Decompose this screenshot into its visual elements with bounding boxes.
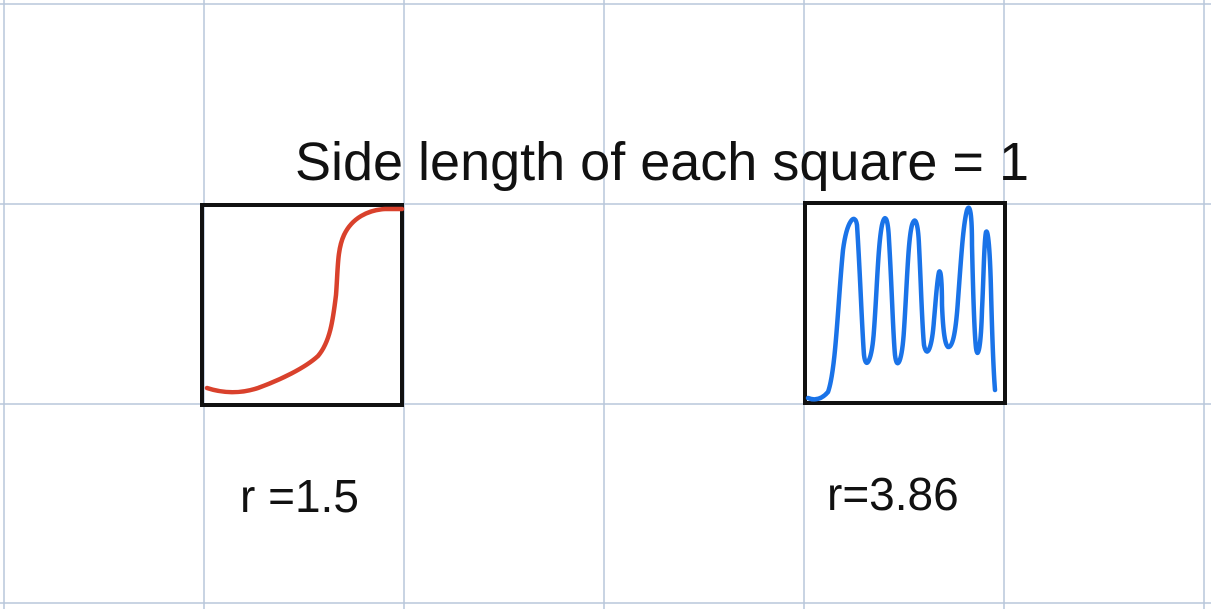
left-unit-square	[200, 203, 404, 407]
left-figure	[200, 203, 405, 407]
diagram-title: Side length of each square = 1	[295, 132, 1029, 192]
right-unit-square	[803, 201, 1007, 405]
left-figure-label: r =1.5	[240, 470, 359, 522]
right-figure	[803, 201, 1007, 405]
right-figure-label: r=3.86	[827, 468, 959, 520]
left-curve	[204, 206, 405, 395]
right-curve	[805, 205, 998, 402]
